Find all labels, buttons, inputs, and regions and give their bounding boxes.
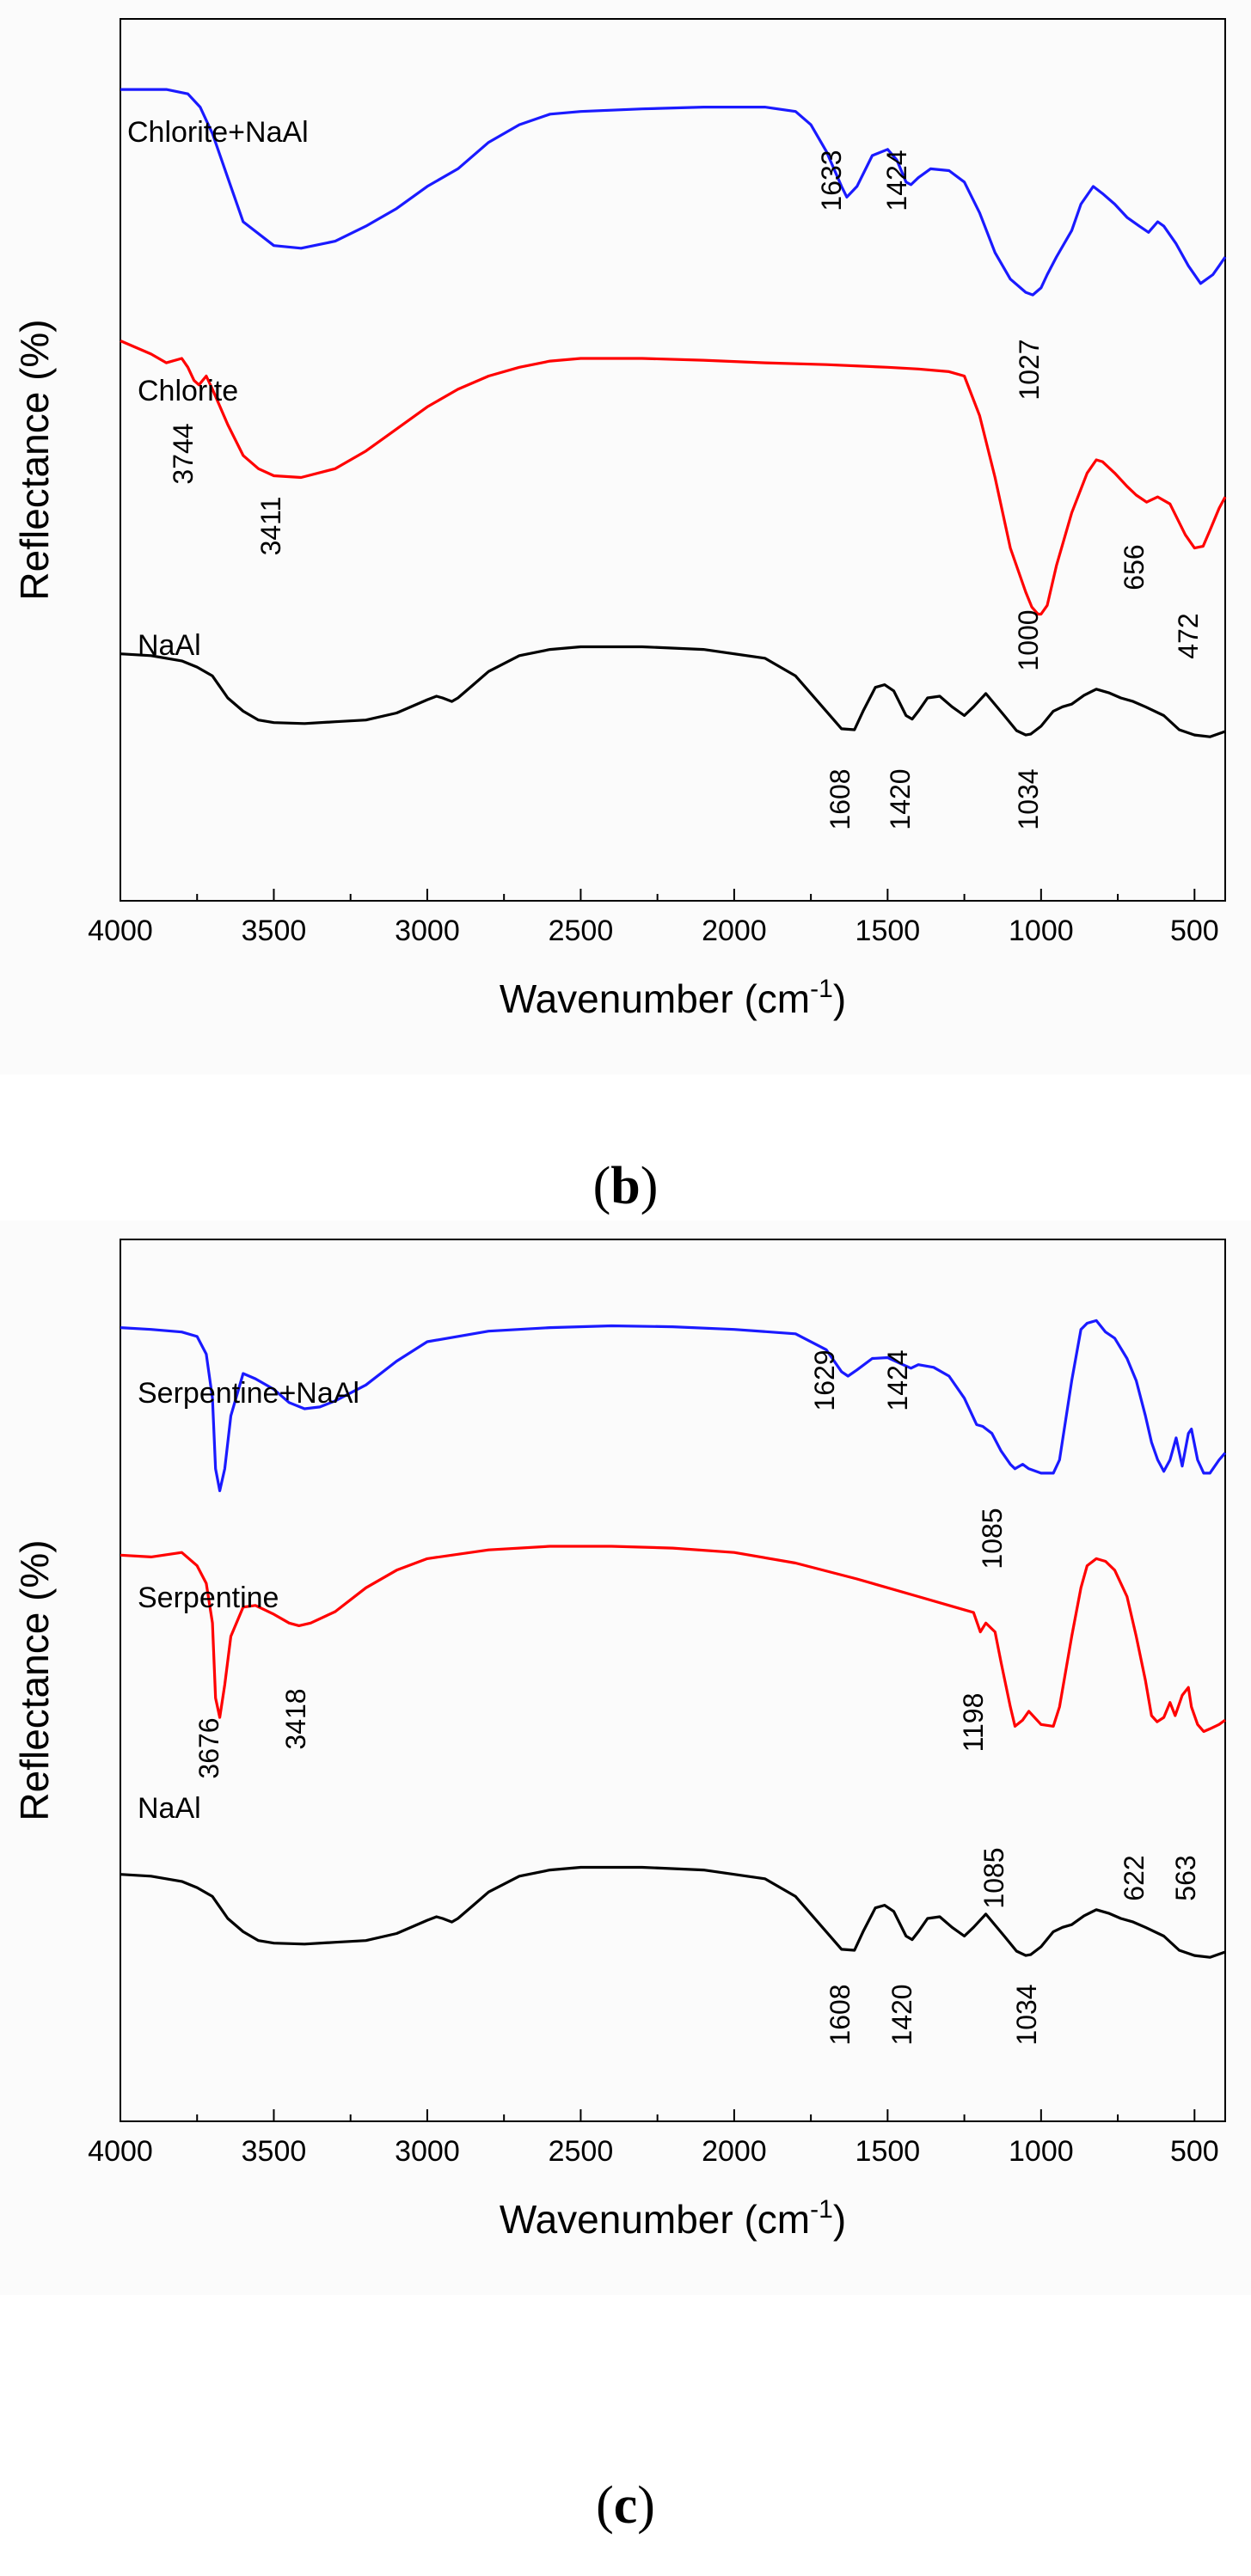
- x-tick-label: 1000: [1009, 915, 1074, 947]
- x-tick-label: 3500: [242, 915, 307, 947]
- peak-label: 3744: [168, 423, 199, 484]
- x-axis-title: Wavenumber (cm-1): [500, 975, 846, 1021]
- series-line-chlorite-naal: [120, 88, 1227, 297]
- series-line-naal: [120, 1865, 1226, 1959]
- peak-label: 563: [1170, 1855, 1201, 1900]
- peak-label: 1629: [809, 1349, 840, 1410]
- x-tick-label: 2500: [549, 2135, 614, 2168]
- peak-label: 1420: [886, 1984, 917, 2045]
- panel-label-open: (: [596, 2476, 614, 2535]
- x-tick-label: 4000: [88, 2135, 153, 2168]
- y-axis-title: Reflectance (%): [12, 319, 57, 600]
- peak-label: 1608: [825, 1984, 855, 2045]
- peak-label: 1198: [958, 1693, 989, 1753]
- series-label: Chlorite: [138, 375, 238, 407]
- panel-label-b: (b): [0, 1156, 1251, 1217]
- peak-label: 1424: [881, 150, 912, 211]
- plot-background: [0, 0, 1251, 1074]
- y-axis-title: Reflectance (%): [12, 1539, 57, 1820]
- peak-label: 1633: [816, 150, 847, 211]
- figure-panel-c: 4000 3500 3000 2500 2000 1500 1000 500 Wavenumbe…: [0, 1221, 1251, 2295]
- peak-label: 622: [1119, 1855, 1150, 1900]
- series-label: Serpentine: [138, 1582, 279, 1614]
- panel-label-close: ): [640, 1157, 659, 1215]
- panel-label-letter: b: [610, 1157, 641, 1215]
- plot-frame: [120, 18, 1226, 902]
- series-label: NaAl: [138, 1792, 201, 1825]
- peak-label: 1608: [825, 768, 855, 829]
- x-tick-label: 3000: [395, 915, 460, 947]
- series-label: Chlorite+NaAl: [127, 116, 309, 149]
- panel-label-open: (: [592, 1157, 611, 1215]
- x-tick-label: 1500: [855, 2135, 921, 2168]
- series-line-serpentine-naal: [120, 1319, 1227, 1492]
- x-tick-label: 500: [1170, 915, 1219, 947]
- peak-label: 1000: [1013, 609, 1044, 670]
- peak-label: 656: [1119, 544, 1150, 590]
- peak-label: 1420: [885, 768, 916, 829]
- x-tick-label: 3000: [395, 2135, 460, 2168]
- x-tick-label: 2000: [702, 2135, 767, 2168]
- peak-label: 472: [1173, 613, 1204, 658]
- figure-panel-b: 4000 3500 3000 2500 2000 1500 1000 500 Wavenumbe…: [0, 0, 1251, 1074]
- series-label: NaAl: [138, 629, 201, 662]
- ftir-chart-b: 4000 3500 3000 2500 2000 1500 1000 500 Wavenumbe…: [12, 18, 1227, 1021]
- peak-label: 1034: [1013, 768, 1044, 829]
- panel-label-c: (c): [0, 2475, 1251, 2536]
- peak-label: 1034: [1011, 1984, 1042, 2045]
- plot-background: [0, 1221, 1251, 2295]
- peak-label: 1085: [977, 1508, 1008, 1569]
- peak-label: 1027: [1014, 339, 1045, 400]
- x-tick-label: 1500: [855, 915, 921, 947]
- x-tick-label: 2000: [702, 915, 767, 947]
- x-tick-label: 2500: [549, 915, 614, 947]
- ftir-chart-c: 4000 3500 3000 2500 2000 1500 1000 500 Wavenumbe…: [12, 1239, 1227, 2242]
- series-line-naal: [120, 645, 1226, 738]
- panel-label-close: ): [637, 2476, 655, 2535]
- series-line-chlorite: [120, 340, 1227, 616]
- peak-label: 3411: [255, 497, 286, 556]
- x-tick-label: 4000: [88, 915, 153, 947]
- peak-label: 1424: [882, 1349, 913, 1410]
- series-line-serpentine: [120, 1545, 1226, 1734]
- plot-frame: [120, 1239, 1226, 2122]
- x-tick-label: 3500: [242, 2135, 307, 2168]
- peak-label: 1085: [978, 1847, 1009, 1908]
- peak-label: 3676: [193, 1717, 224, 1778]
- panel-label-letter: c: [613, 2476, 638, 2535]
- x-tick-label: 500: [1170, 2135, 1219, 2168]
- series-label: Serpentine+NaAl: [138, 1377, 359, 1410]
- peak-label: 3418: [280, 1688, 311, 1749]
- x-axis-title: Wavenumber (cm-1): [500, 2195, 846, 2242]
- x-tick-label: 1000: [1009, 2135, 1074, 2168]
